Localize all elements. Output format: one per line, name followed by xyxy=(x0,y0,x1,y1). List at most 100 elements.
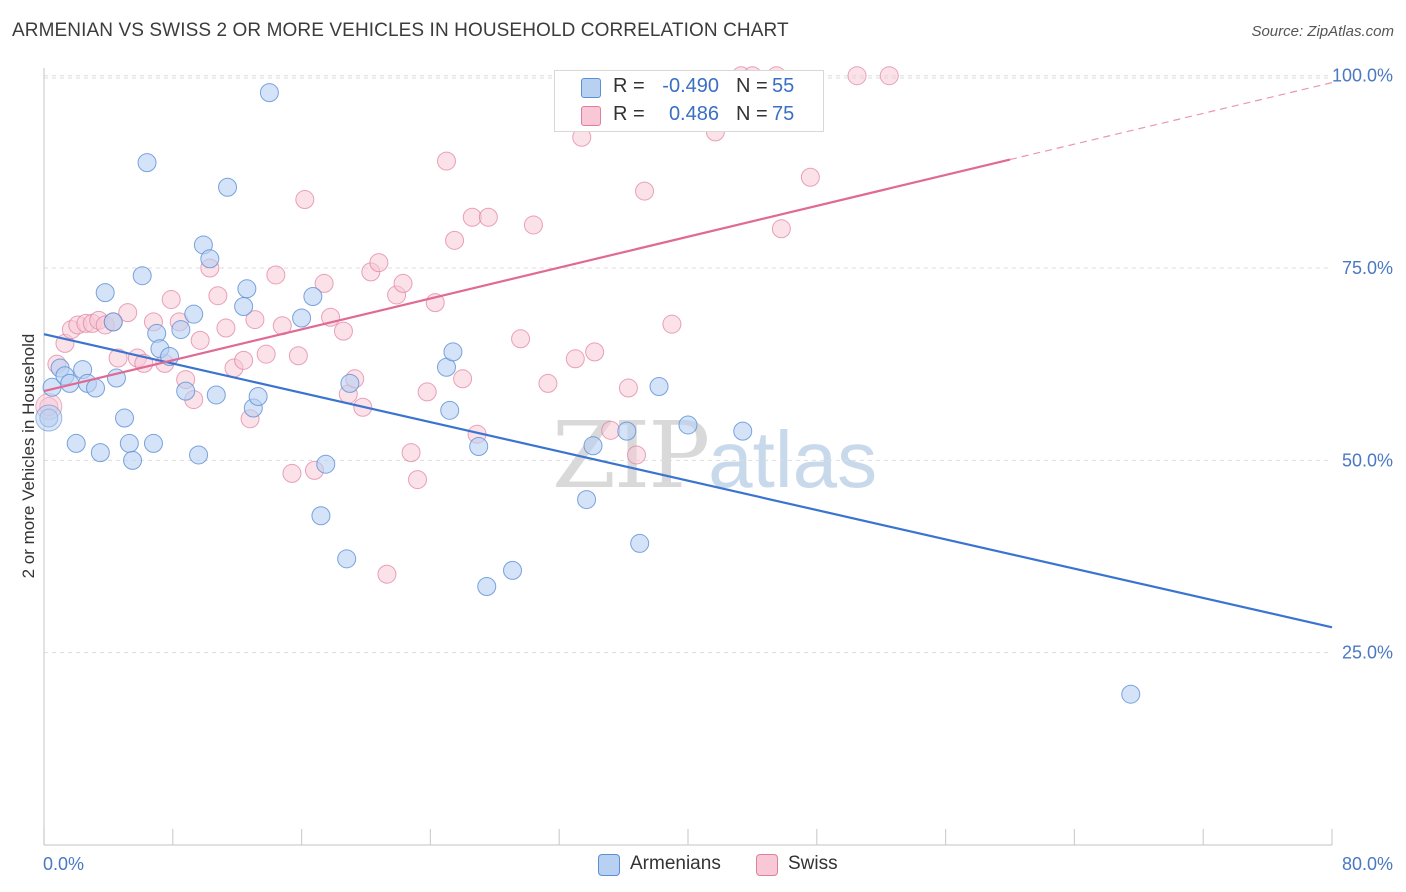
armenians-point xyxy=(86,378,106,398)
source-label: Source: ZipAtlas.com xyxy=(1251,23,1394,40)
swiss-point xyxy=(462,207,482,227)
armenians-point xyxy=(337,549,357,569)
armenians-point xyxy=(340,373,360,393)
armenians-point xyxy=(477,577,497,597)
armenians-point xyxy=(316,454,336,474)
swiss-point xyxy=(478,207,498,227)
swiss-point xyxy=(879,66,899,86)
stats-row-armenians: R = -0.490 N = 55 xyxy=(555,73,823,101)
armenians-point xyxy=(171,320,191,340)
swiss-point xyxy=(771,219,791,239)
swiss-point xyxy=(333,321,353,341)
armenians-legend-swatch xyxy=(598,854,620,876)
swiss-legend-swatch xyxy=(756,854,778,876)
swiss-point xyxy=(369,253,389,273)
swiss-point xyxy=(295,190,315,210)
stats-row-swiss: R = 0.486 N = 75 xyxy=(555,101,823,129)
r-label: R = xyxy=(613,75,645,97)
n-value: 75 xyxy=(772,103,795,125)
swiss-points xyxy=(35,66,899,584)
armenians-point xyxy=(132,266,152,286)
swiss-point xyxy=(377,564,397,584)
armenians-point xyxy=(66,433,86,453)
swiss-point xyxy=(393,273,413,293)
armenians-point xyxy=(303,286,323,306)
swiss-point xyxy=(437,151,456,171)
armenians-point xyxy=(95,283,115,303)
armenians-point xyxy=(103,312,123,332)
swiss-point xyxy=(635,181,655,201)
swiss-point xyxy=(565,349,585,369)
swiss-point xyxy=(417,382,437,402)
armenians-point xyxy=(443,342,463,362)
swiss-point xyxy=(585,342,605,362)
swiss-point xyxy=(190,330,210,350)
swiss-point xyxy=(800,167,820,187)
armenians-point xyxy=(248,386,268,406)
armenians-swatch xyxy=(581,78,601,98)
swiss-point xyxy=(208,286,228,306)
armenians-point xyxy=(147,323,167,343)
y-tick-label: 100.0% xyxy=(1332,66,1393,86)
n-label: N = xyxy=(736,75,768,97)
swiss-point xyxy=(847,66,867,86)
armenians-point xyxy=(237,279,257,299)
armenians-point xyxy=(119,433,139,453)
swiss-point xyxy=(511,329,531,349)
trend-layer xyxy=(43,82,1333,629)
r-label: R = xyxy=(613,103,645,125)
swiss-point xyxy=(618,378,638,398)
armenians-point xyxy=(259,83,279,103)
armenians-point xyxy=(200,249,220,269)
swiss-point xyxy=(601,420,621,440)
axis-layer: 0.0% 80.0% xyxy=(43,68,1393,874)
armenians-point xyxy=(35,404,63,432)
armenians-points xyxy=(35,83,1141,704)
armenians-point xyxy=(583,436,603,456)
swiss-point xyxy=(288,346,308,366)
armenians-point xyxy=(1121,684,1141,704)
legend-label-swiss: Swiss xyxy=(788,853,838,874)
armenians-point xyxy=(577,490,597,510)
armenians-point xyxy=(234,296,254,316)
swiss-point xyxy=(245,310,265,330)
chart-title: ARMENIAN VS SWISS 2 OR MORE VEHICLES IN … xyxy=(12,20,789,41)
r-value: -0.490 xyxy=(662,75,719,97)
stats-legend: R = -0.490 N = 55 R = 0.486 N = 75 xyxy=(554,70,824,132)
swiss-trend-line xyxy=(43,158,1011,393)
swiss-point xyxy=(256,344,276,364)
y-tick-label: 50.0% xyxy=(1342,450,1393,470)
swiss-point xyxy=(108,348,128,368)
armenians-point xyxy=(649,376,669,396)
armenians-point xyxy=(678,415,698,435)
armenians-trend-line xyxy=(43,333,1333,629)
swiss-point xyxy=(408,470,428,490)
armenians-point xyxy=(115,408,134,428)
swiss-point xyxy=(538,373,558,393)
swiss-point xyxy=(234,350,254,370)
r-value: 0.486 xyxy=(668,103,719,125)
armenians-point xyxy=(90,443,110,463)
swiss-point xyxy=(314,273,334,293)
swiss-point xyxy=(161,290,181,310)
label-layer: 2 or more Vehicles in Household xyxy=(19,334,38,579)
armenians-point xyxy=(617,421,637,441)
swiss-swatch xyxy=(581,106,601,126)
x-tick-label: 0.0% xyxy=(43,854,84,874)
series-legend: Armenians Swiss xyxy=(0,852,1406,878)
x-tick-label: 80.0% xyxy=(1342,854,1393,874)
armenians-point xyxy=(311,506,331,526)
armenians-point xyxy=(469,436,489,456)
legend-label-armenians: Armenians xyxy=(630,853,721,874)
n-value: 55 xyxy=(772,75,795,97)
armenians-point xyxy=(184,304,204,324)
swiss-point xyxy=(626,445,646,465)
n-label: N = xyxy=(736,103,768,125)
armenians-point xyxy=(189,445,209,465)
armenians-point xyxy=(137,153,157,173)
swiss-trend-extension xyxy=(1009,82,1333,161)
swiss-point xyxy=(266,265,286,285)
armenians-point xyxy=(630,533,650,553)
swiss-point xyxy=(445,230,465,250)
y-tick-label: 25.0% xyxy=(1342,643,1393,663)
